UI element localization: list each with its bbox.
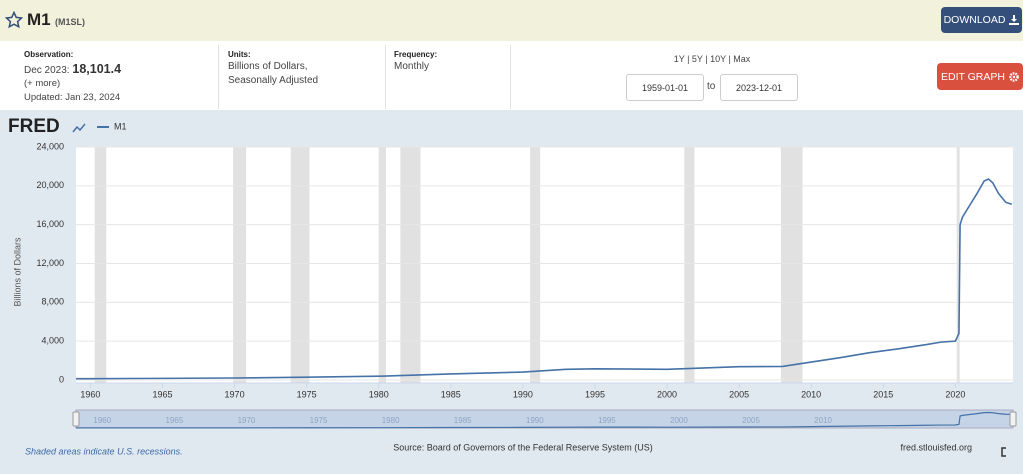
x-tick-label: 1960: [80, 389, 100, 399]
separator: [385, 45, 386, 109]
range-links[interactable]: 1Y | 5Y | 10Y | Max: [673, 54, 751, 64]
x-tick-label: 2015: [873, 389, 893, 399]
x-tick-label: 2005: [729, 389, 749, 399]
frequency-label: Frequency:: [394, 50, 438, 59]
navigator-label: 2005: [742, 416, 760, 425]
site: fred.stlouisfed.org: [900, 442, 972, 452]
navigator-label: 2010: [814, 416, 832, 425]
navigator-label: 2000: [670, 416, 688, 425]
recession-band: [530, 147, 541, 383]
y-tick-label: 12,000: [36, 258, 64, 268]
to-label: to: [707, 81, 716, 92]
y-tick-label: 16,000: [36, 219, 64, 229]
recession-band: [956, 147, 960, 383]
navigator-label: 1965: [165, 416, 183, 425]
navigator-label: 1995: [598, 416, 616, 425]
x-tick-label: 2000: [657, 389, 677, 399]
series-id: (M1SL): [55, 17, 85, 27]
navigator-label: 1980: [382, 416, 400, 425]
chart: FRED Billions of Dollars 0 4,000 8,000 12,0…: [0, 110, 1023, 474]
navigator-label: 1975: [310, 416, 328, 425]
download-icon: [1009, 15, 1020, 25]
start-date-input[interactable]: 1959-01-01: [626, 74, 704, 101]
navigator-line: [75, 411, 1012, 429]
y-tick-label: 24,000: [36, 141, 64, 151]
observation: Dec 2023: 18,101.4: [24, 62, 121, 76]
observation-label: Observation:: [24, 50, 74, 59]
recession-band: [378, 147, 386, 383]
y-tick-label: 8,000: [41, 297, 64, 307]
x-tick-label: 2010: [801, 389, 821, 399]
x-tick-label: 1990: [513, 389, 533, 399]
x-tick-label: 1965: [152, 389, 172, 399]
y-tick-label: 0: [59, 374, 64, 384]
plot-area: [76, 147, 1013, 383]
separator: [218, 45, 219, 109]
legend-label: M1: [114, 121, 127, 131]
recession-band: [290, 147, 310, 383]
navigator-label: 1985: [454, 416, 472, 425]
x-tick-label: 1970: [225, 389, 245, 399]
observation-date: Dec 2023:: [24, 65, 70, 76]
series-line: [75, 178, 1013, 380]
navigator-handle[interactable]: [1009, 411, 1017, 427]
units-line: Billions of Dollars,: [228, 61, 308, 72]
x-tick-label: 1985: [441, 389, 461, 399]
updated: Updated: Jan 23, 2024: [24, 92, 121, 103]
recession-band: [684, 147, 695, 383]
navigator-label: 1970: [238, 416, 256, 425]
x-tick-label: 1995: [585, 389, 605, 399]
source: Source: Board of Governors of the Federa…: [393, 442, 653, 452]
navigator-handle[interactable]: [72, 411, 80, 427]
favorite-star[interactable]: [5, 11, 23, 29]
y-tick-label: 4,000: [41, 336, 64, 346]
end-date-input[interactable]: 2023-12-01: [720, 74, 798, 101]
fred-logo: FRED: [8, 116, 60, 137]
navigator-label: 1990: [526, 416, 544, 425]
observation-value: 18,101.4: [72, 62, 122, 76]
units-label: Units:: [228, 50, 251, 59]
separator: [510, 45, 511, 109]
recession-band: [780, 147, 803, 383]
units-line: Seasonally Adjusted: [228, 75, 319, 86]
download-button[interactable]: DOWNLOAD: [941, 7, 1022, 33]
edit-graph-label: EDIT GRAPH: [941, 70, 1005, 83]
y-axis-label: Billions of Dollars: [12, 237, 22, 307]
series-title: M1: [27, 10, 51, 29]
frequency: Monthly: [394, 61, 430, 72]
recession-note: Shaded areas indicate U.S. recessions.: [25, 446, 183, 456]
recession-band: [233, 147, 247, 383]
recession-band: [400, 147, 421, 383]
gear-icon: [1009, 71, 1019, 82]
x-tick-label: 1975: [297, 389, 317, 399]
recession-band: [94, 147, 107, 383]
more-link[interactable]: (+ more): [24, 78, 61, 89]
x-tick-label: 1980: [369, 389, 389, 399]
fullscreen-icon[interactable]: [1001, 447, 1010, 457]
edit-graph-button[interactable]: EDIT GRAPH: [937, 63, 1023, 90]
logo-icon: [72, 123, 86, 133]
header: [0, 0, 1023, 41]
x-tick-label: 2020: [945, 389, 965, 399]
navigator-label: 1960: [93, 416, 111, 425]
y-tick-label: 20,000: [36, 180, 64, 190]
download-label: DOWNLOAD: [943, 14, 1006, 26]
